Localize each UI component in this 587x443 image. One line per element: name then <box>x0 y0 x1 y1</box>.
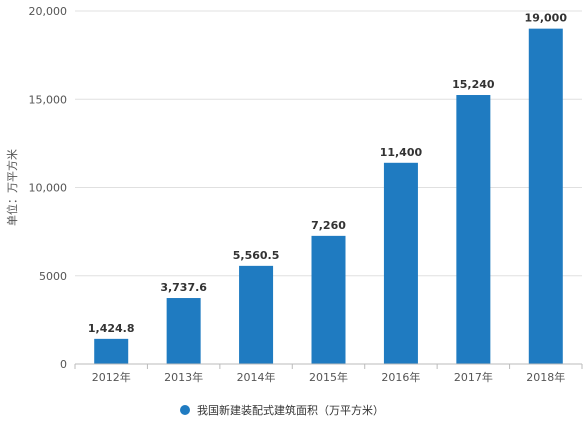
legend[interactable]: 我国新建装配式建筑面积（万平方米） <box>180 403 384 417</box>
x-tick-label: 2018年 <box>526 370 565 384</box>
y-tick-label: 5000 <box>39 270 67 283</box>
x-tick-label: 2015年 <box>309 370 348 384</box>
x-tick-label: 2016年 <box>381 370 420 384</box>
legend-marker <box>180 405 190 415</box>
y-tick-label: 0 <box>60 358 67 371</box>
data-labels: 1,424.8 3,737.6 5,560.5 7,260 11,400 15,240 19… <box>88 12 567 335</box>
y-axis-title: 单位：万平方米 <box>5 149 19 226</box>
x-tick-label: 2014年 <box>237 370 276 384</box>
bar[interactable] <box>456 95 491 364</box>
data-label: 19,000 <box>525 12 568 25</box>
x-tick-label: 2013年 <box>164 370 203 384</box>
legend-label: 我国新建装配式建筑面积（万平方米） <box>197 403 384 417</box>
data-label: 11,400 <box>380 146 423 159</box>
y-tick-label: 15,000 <box>29 93 68 106</box>
y-axis: 0 5000 10,000 15,000 20,000 <box>29 5 68 371</box>
bar[interactable] <box>94 338 129 364</box>
bar[interactable] <box>528 28 563 365</box>
bars <box>94 28 563 365</box>
bar[interactable] <box>383 162 418 364</box>
y-tick-label: 20,000 <box>29 5 68 18</box>
x-tick-label: 2017年 <box>454 370 493 384</box>
data-label: 7,260 <box>311 219 346 232</box>
x-tick-label: 2012年 <box>92 370 131 384</box>
data-label: 3,737.6 <box>160 281 207 294</box>
data-label: 1,424.8 <box>88 322 135 335</box>
y-tick-label: 10,000 <box>29 182 68 195</box>
bar[interactable] <box>311 235 346 364</box>
data-label: 5,560.5 <box>233 249 280 262</box>
bar[interactable] <box>166 298 201 364</box>
bar[interactable] <box>239 265 274 364</box>
data-label: 15,240 <box>452 78 495 91</box>
x-axis: 2012年 2013年 2014年 2015年 2016年 2017年 2018年 <box>74 363 583 384</box>
